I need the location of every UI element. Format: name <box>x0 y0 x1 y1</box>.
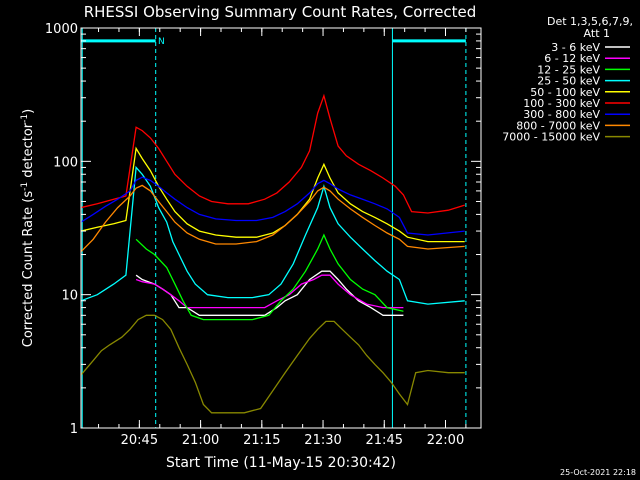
series-line-8 <box>81 314 465 414</box>
series-line-7 <box>81 184 465 253</box>
legend-label: 300 - 800 keV <box>523 108 600 121</box>
series-line-5 <box>81 93 465 214</box>
legend-label: 12 - 25 keV <box>537 63 600 76</box>
x-tick-label: 21:45 <box>366 433 403 448</box>
plot-frame <box>80 27 482 429</box>
night-marker: N <box>158 37 165 47</box>
y-tick-label: 100 <box>53 155 78 170</box>
x-tick-label: 21:00 <box>182 433 219 448</box>
legend-label: 100 - 300 keV <box>523 97 600 110</box>
legend-header: Det 1,3,5,6,7,9, <box>547 15 633 28</box>
footer-timestamp: 25-Oct-2021 22:18 <box>560 468 636 477</box>
series-line-1 <box>135 274 404 309</box>
legend-label: 3 - 6 keV <box>551 41 600 54</box>
x-tick-label: 22:00 <box>427 433 464 448</box>
y-axis-label: Corrected Count Rate (s-1 detector-1) <box>20 109 36 347</box>
x-axis: 20:45 21:00 21:15 21:30 21:45 22:00 <box>98 28 467 448</box>
y-tick-label: 1000 <box>45 22 78 37</box>
x-tick-label: 21:15 <box>243 433 280 448</box>
x-tick-label: 20:45 <box>121 433 158 448</box>
y-tick-label: 10 <box>61 289 78 304</box>
legend-label: 50 - 100 keV <box>530 86 600 99</box>
x-axis-label: Start Time (11-May-15 20:30:42) <box>166 455 396 471</box>
legend-label: 800 - 7000 keV <box>516 119 600 132</box>
legend-label: 25 - 50 keV <box>537 75 600 88</box>
y-axis: 1 10 100 1000 <box>45 22 481 437</box>
legend-label: 6 - 12 keV <box>544 52 600 65</box>
series-line-4 <box>81 146 465 243</box>
legend-header: Att 1 <box>584 27 610 40</box>
series-line-2 <box>135 233 404 321</box>
x-tick-label: 21:30 <box>304 433 341 448</box>
y-tick-label: 1 <box>70 422 78 437</box>
chart-title: RHESSI Observing Summary Count Rates, Co… <box>84 3 477 21</box>
series-line-3 <box>81 165 465 305</box>
series-line-6 <box>81 176 465 236</box>
legend-label: 7000 - 15000 keV <box>502 131 600 144</box>
